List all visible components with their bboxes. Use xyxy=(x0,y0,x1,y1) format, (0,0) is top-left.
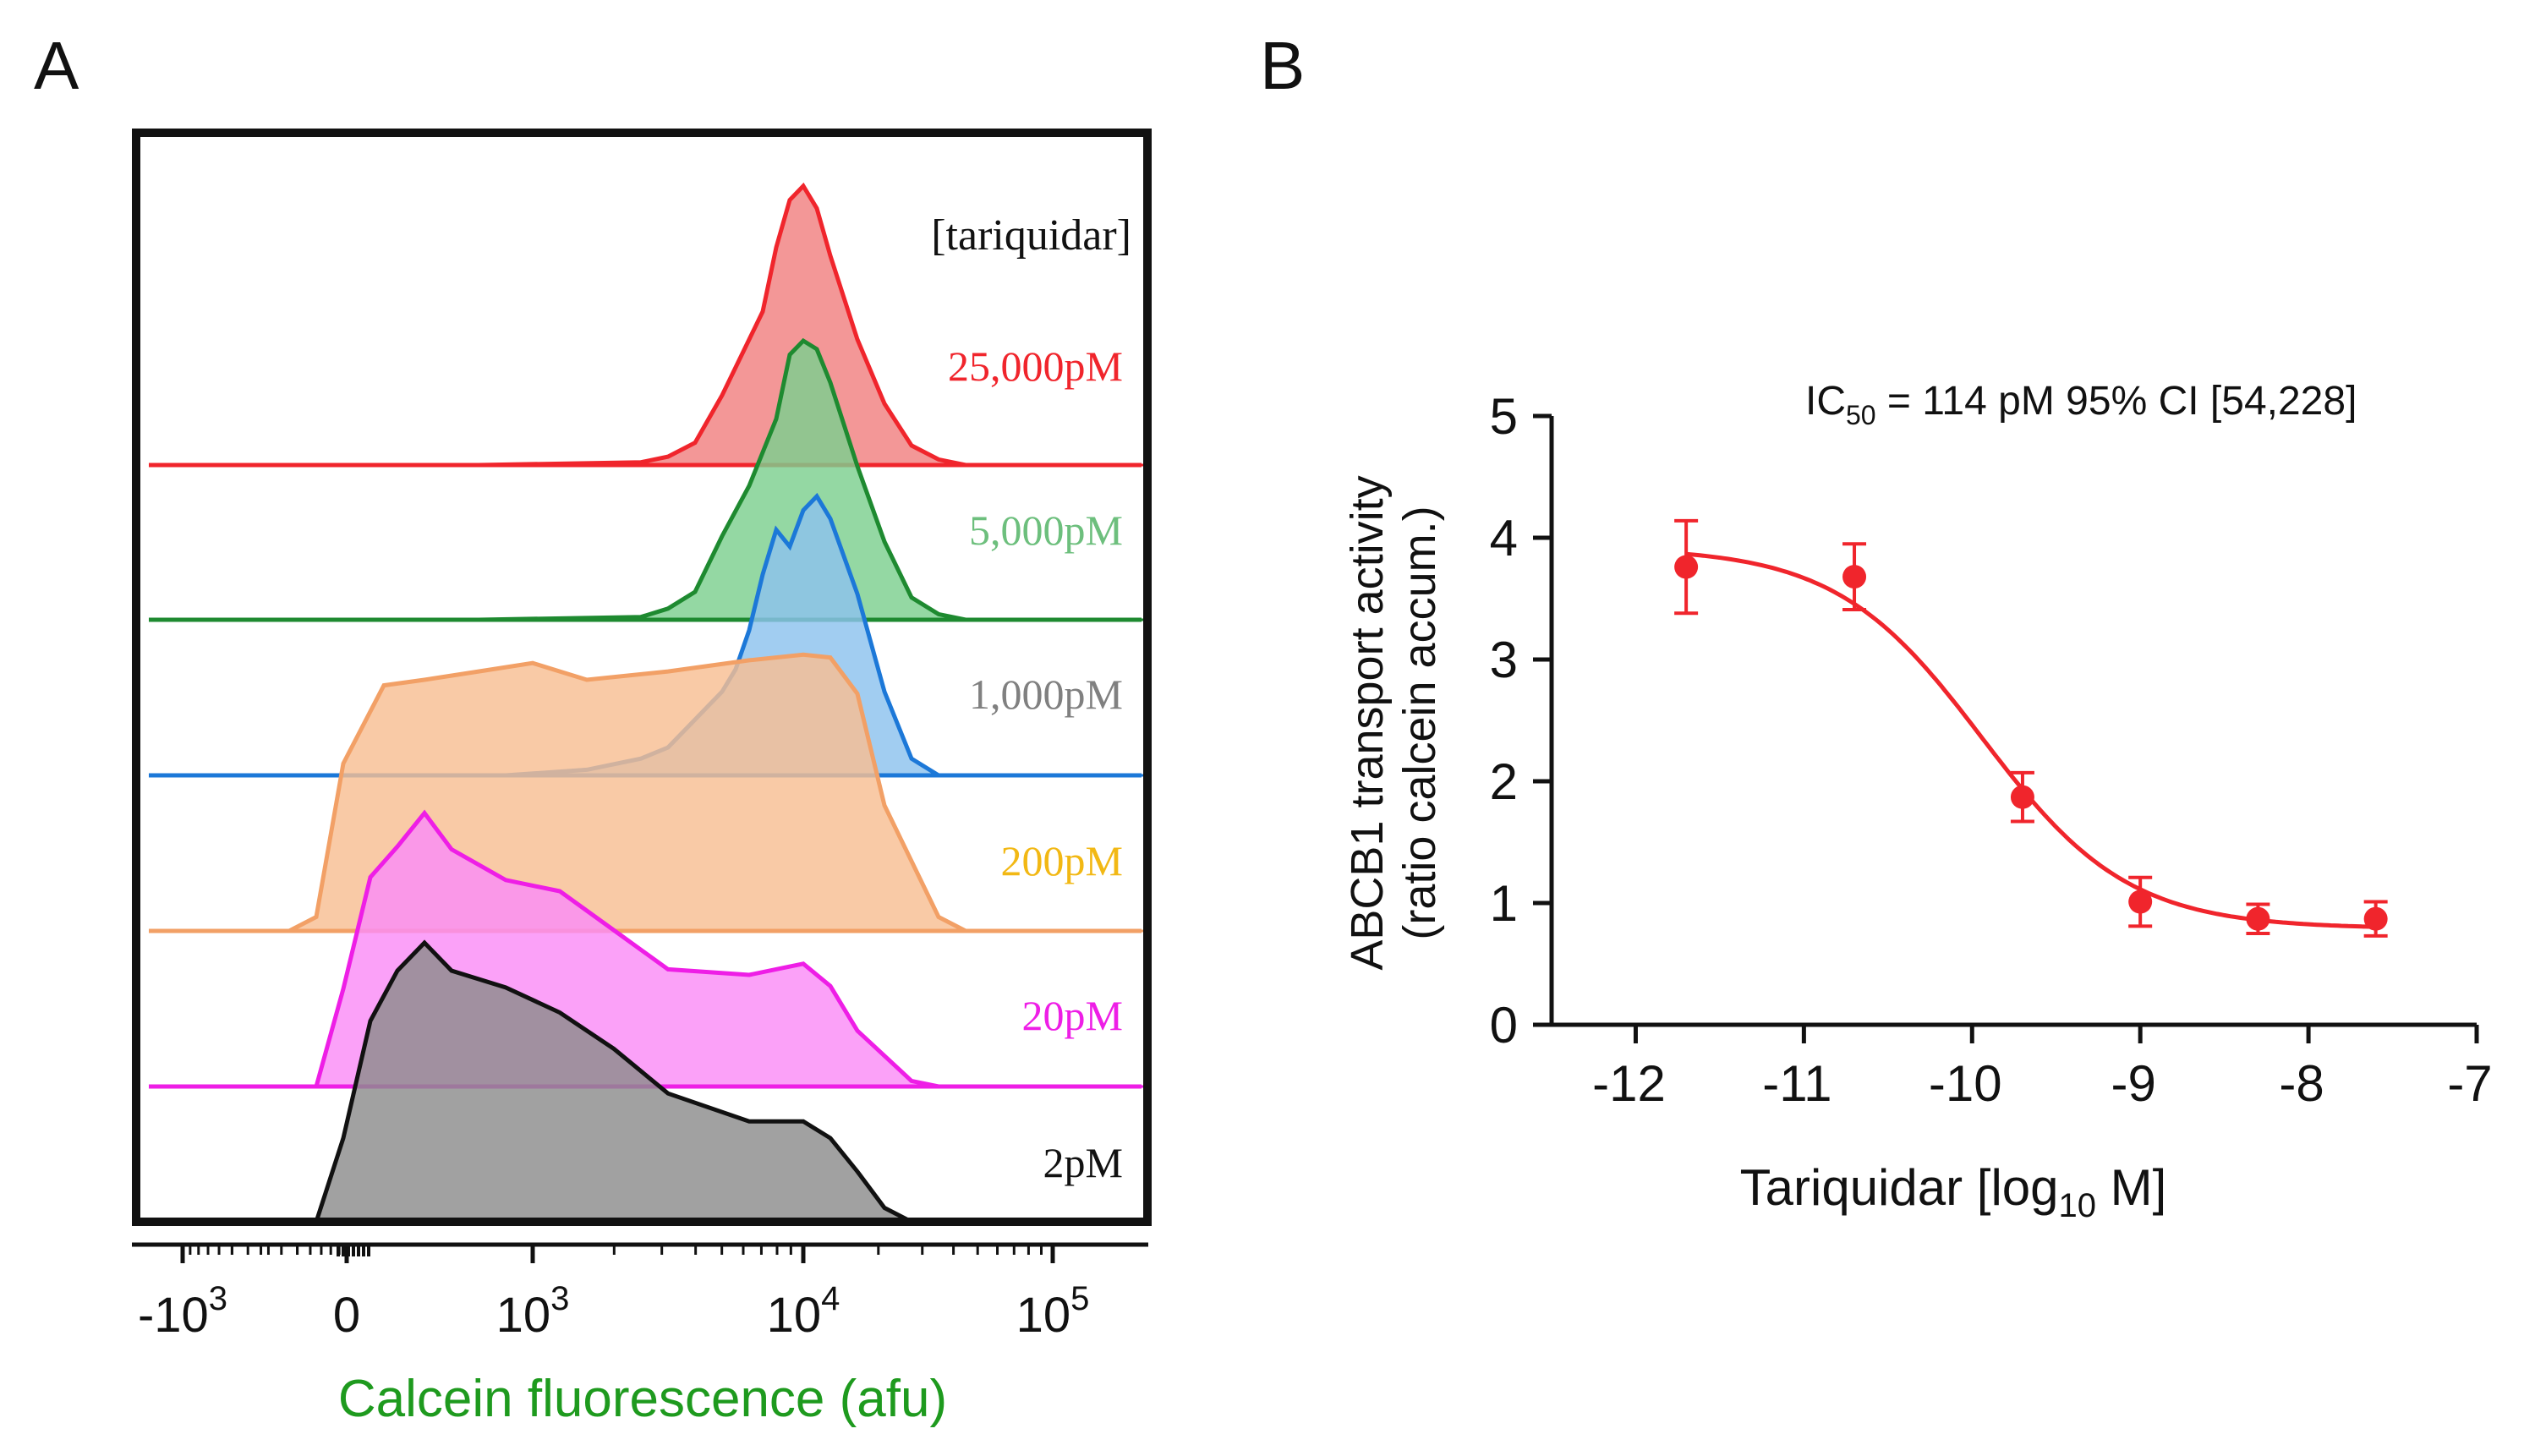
data-point xyxy=(2246,906,2270,931)
histogram-frame xyxy=(132,129,1152,1226)
histogram-panel: [tariquidar] 25,000pM 5,000pM 1,000pM 200pM… xyxy=(132,129,1152,1428)
fit-curve-group xyxy=(1685,551,2376,929)
y-axis-label: ABCB1 transport activity (ratio calcein … xyxy=(1342,475,1445,970)
legend-title: [tariquidar] xyxy=(931,211,1131,260)
histogram-series-group xyxy=(149,182,1143,1224)
x-tick-label: -9 xyxy=(2111,1055,2156,1112)
data-point xyxy=(1842,565,1867,589)
legend-label-20pM: 20pM xyxy=(1022,992,1123,1039)
x-tick-label: -12 xyxy=(1592,1055,1666,1112)
legend-label-2pM: 2pM xyxy=(1043,1139,1123,1186)
y-tick-label: 4 xyxy=(1490,510,1518,567)
y-axis-label-line1: ABCB1 transport activity xyxy=(1342,475,1393,970)
histogram-x-tick-label: 0 xyxy=(333,1288,360,1343)
y-axis-label-line2: (ratio calcein accum.) xyxy=(1394,506,1445,939)
dose-response-axes: -12 -11 -10 -9 -8 -7 0 1 2 3 4 5 xyxy=(1490,388,2493,1112)
ic50-annotation: IC50 = 114 pM 95% CI [54,228] xyxy=(1805,379,2357,430)
x-tick-label: -10 xyxy=(1929,1055,2002,1112)
data-point xyxy=(2010,785,2034,809)
legend-label-5000pM: 5,000pM xyxy=(969,506,1123,554)
panel-b-label: B xyxy=(1260,28,1305,103)
histogram-5000pM-area xyxy=(149,337,1142,622)
y-tick-label: 1 xyxy=(1490,875,1518,932)
legend-label-1000pM: 1,000pM xyxy=(969,671,1123,718)
y-tick-label: 0 xyxy=(1490,997,1518,1054)
y-tick-label: 2 xyxy=(1490,753,1518,810)
data-points-group xyxy=(1674,518,2388,938)
data-point xyxy=(2363,906,2388,931)
histogram-x-tick-label: 105 xyxy=(1016,1280,1090,1343)
fit-curve xyxy=(1685,551,2376,929)
legend-label-25000pM: 25,000pM xyxy=(948,342,1123,390)
histogram-25000pM-area xyxy=(149,182,1142,468)
x-axis-label: Tariquidar [log10 M] xyxy=(1740,1159,2167,1224)
dose-response-panel: IC50 = 114 pM 95% CI [54,228] -12 -11 -10-… xyxy=(1342,379,2493,1224)
x-tick-label: -8 xyxy=(2279,1055,2324,1112)
histogram-x-tick-label: 103 xyxy=(496,1280,570,1343)
histogram-x-axis: -103 0 103 104 105 xyxy=(132,1242,1148,1343)
histogram-legend: [tariquidar] 25,000pM 5,000pM 1,000pM 200pM… xyxy=(931,211,1131,1186)
histogram-x-axis-label: Calcein fluorescence (afu) xyxy=(338,1370,947,1428)
legend-label-200pM: 200pM xyxy=(1001,837,1123,884)
y-tick-label: 3 xyxy=(1490,632,1518,688)
histogram-2pM-area xyxy=(149,939,1142,1224)
data-point xyxy=(2128,889,2153,914)
y-tick-label: 5 xyxy=(1490,388,1518,445)
x-tick-label: -7 xyxy=(2447,1055,2492,1112)
histogram-x-tick-label: -103 xyxy=(138,1280,227,1343)
x-tick-label: -11 xyxy=(1762,1055,1831,1112)
histogram-x-tick-label: 104 xyxy=(767,1280,840,1343)
data-point xyxy=(1674,555,1699,579)
panel-a-label: A xyxy=(34,28,79,103)
